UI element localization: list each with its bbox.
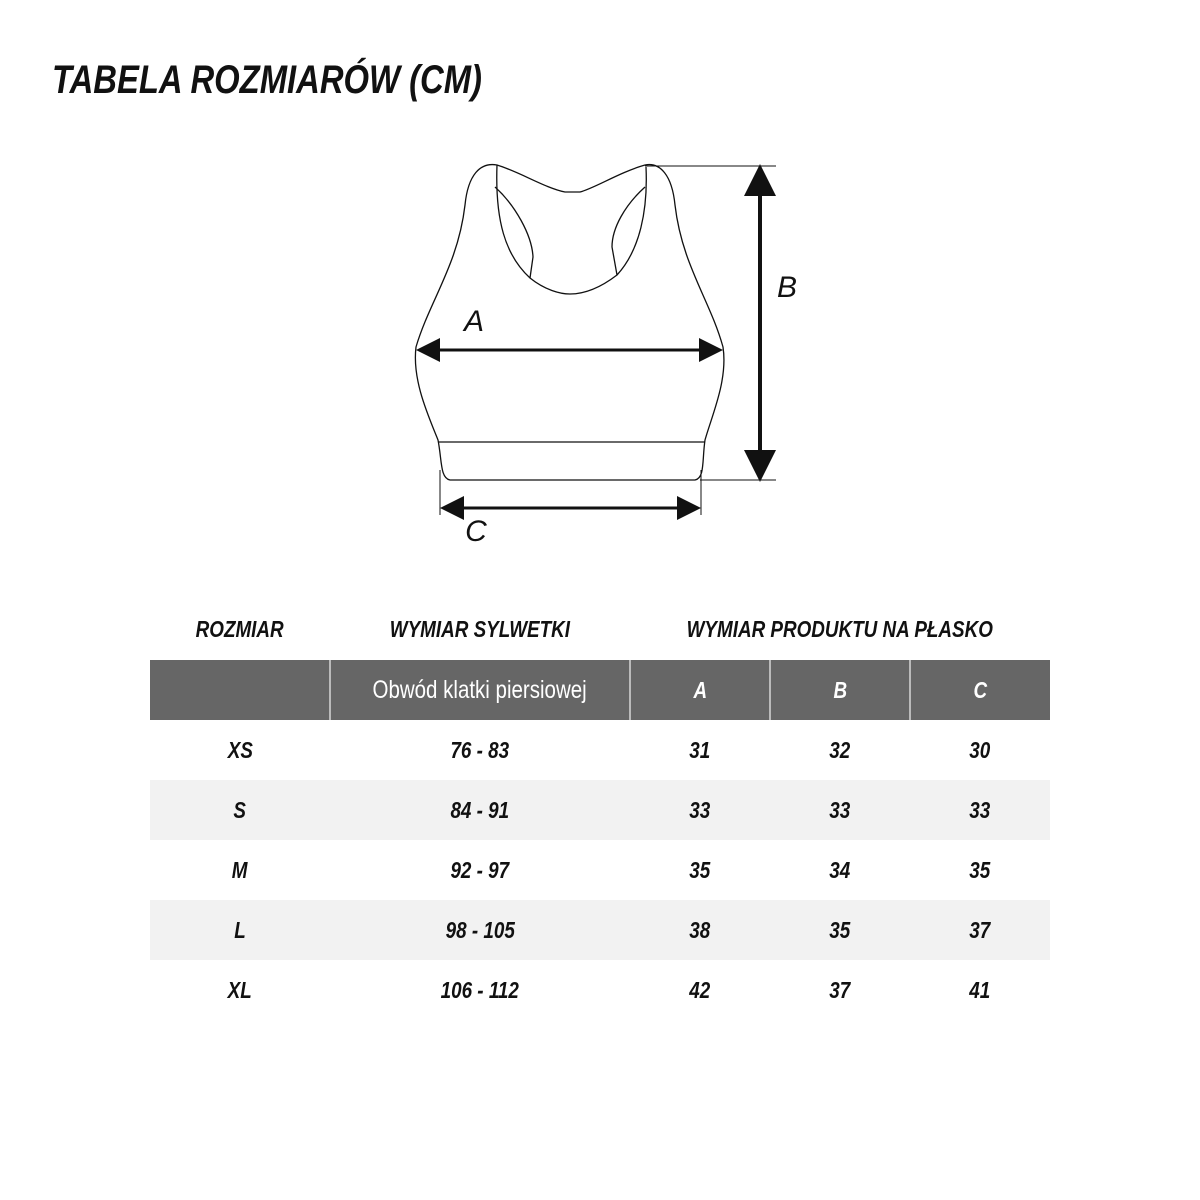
cell-c: 37: [910, 900, 1050, 960]
table-row: XL 106 - 112 42 37 41: [150, 960, 1050, 1020]
cell-chest: 92 - 97: [450, 856, 510, 883]
garment-diagram: [414, 163, 776, 520]
col-header-c: C: [909, 660, 1050, 720]
cell-b: 33: [770, 780, 910, 840]
cell-chest: 76 - 83: [450, 736, 510, 763]
cell-size: XL: [227, 976, 253, 1003]
cell-a: 33: [630, 780, 770, 840]
label-a: A: [463, 305, 485, 338]
group-header-product: WYMIAR PRODUKTU NA PŁASKO: [686, 616, 994, 642]
cell-b: 32: [829, 736, 851, 763]
table-row: M 92 - 97 35 34 35: [150, 840, 1050, 900]
cell-c: 30: [969, 736, 991, 763]
group-header-body: WYMIAR SYLWETKI: [389, 616, 571, 642]
cell-c: 33: [910, 780, 1050, 840]
cell-b: 34: [829, 856, 851, 883]
table-header-row: Obwód klatki piersiowej A B C: [150, 660, 1050, 720]
table-row: S 84 - 91 33 33 33: [150, 780, 1050, 840]
sports-bra-outline: [414, 163, 725, 481]
label-b: B: [776, 271, 798, 304]
cell-c: 41: [969, 976, 991, 1003]
cell-b: 37: [829, 976, 851, 1003]
cell-size: L: [150, 900, 330, 960]
cell-size: XS: [227, 736, 253, 763]
cell-a: 42: [689, 976, 711, 1003]
cell-chest: 98 - 105: [330, 900, 630, 960]
title-text: TABELA ROZMIARÓW (CM): [52, 58, 482, 102]
size-table: Obwód klatki piersiowej A B C XS 76 - 83 3…: [150, 660, 1050, 1020]
cell-c: 35: [969, 856, 991, 883]
cell-chest: 106 - 112: [440, 976, 520, 1003]
col-header-a: A: [629, 660, 770, 720]
col-header-chest: Obwód klatki piersiowej: [329, 660, 630, 720]
cell-size: S: [150, 780, 330, 840]
col-header-size: [150, 660, 330, 720]
label-c: C: [465, 515, 487, 548]
cell-a: 38: [630, 900, 770, 960]
col-header-b: B: [769, 660, 910, 720]
cell-a: 35: [689, 856, 711, 883]
cell-chest: 84 - 91: [330, 780, 630, 840]
table-row: XS 76 - 83 31 32 30: [150, 720, 1050, 780]
cell-size: M: [232, 856, 248, 883]
group-header-size: ROZMIAR: [195, 616, 284, 642]
cell-a: 31: [689, 736, 711, 763]
cell-b: 35: [770, 900, 910, 960]
page-title: TABELA ROZMIARÓW (CM): [52, 58, 576, 103]
table-row: L 98 - 105 38 35 37: [150, 900, 1050, 960]
